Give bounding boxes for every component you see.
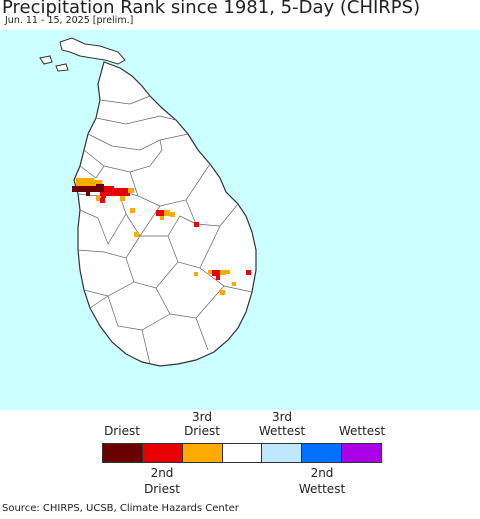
island-2 [55,63,69,72]
jaffna-peninsula [59,37,126,65]
legend-label-3rd-driest-line2: Driest [184,424,220,438]
legend-swatch-3rd-driest [181,444,222,462]
legend-swatch-normal [221,444,262,462]
source-credit: Source: CHIRPS, UCSB, Climate Hazards Ce… [2,503,239,514]
legend-label-3rd-wettest-line2: Wettest [258,424,306,438]
legend-swatch-2nd-wettest [301,444,342,462]
legend-swatch-3rd-wettest [261,444,302,462]
legend-color-bar [102,443,382,463]
legend-label-wettest: Wettest [338,424,386,438]
legend-label-2nd-driest-line2: Driest [144,482,180,496]
legend-label-2nd-wettest-line2: Wettest [298,482,346,496]
legend-label-driest: Driest [104,424,140,438]
map-title: Precipitation Rank since 1981, 5-Day (CH… [2,0,421,18]
precipitation-rank-map [0,30,480,410]
district-boundaries [77,95,253,365]
legend-swatch-wettest [341,444,382,462]
legend-label-2nd-wettest-line1: 2nd [310,466,334,480]
map-subtitle: Jun. 11 - 15, 2025 [prelim.] [5,15,134,26]
rank-cells [72,178,251,295]
legend-label-3rd-driest-line1: 3rd [192,410,212,424]
island-1 [39,55,53,65]
legend-swatch-2nd-driest [141,444,182,462]
legend-label-3rd-wettest-line1: 3rd [272,410,292,424]
legend-swatch-driest [103,444,142,462]
legend-label-2nd-driest-line1: 2nd [150,466,174,480]
